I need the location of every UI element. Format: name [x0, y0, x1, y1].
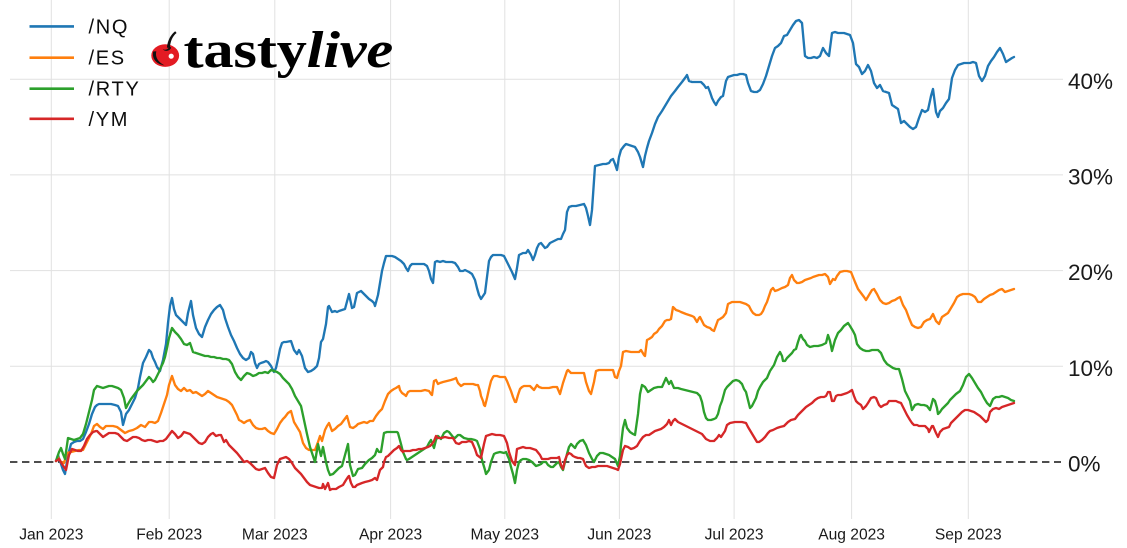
svg-text:Jun 2023: Jun 2023 [587, 527, 651, 544]
svg-text:30%: 30% [1068, 165, 1113, 190]
svg-text:tastylive: tastylive [184, 22, 394, 79]
svg-text:20%: 20% [1068, 260, 1113, 285]
svg-text:Aug 2023: Aug 2023 [818, 527, 885, 544]
svg-text:May 2023: May 2023 [471, 527, 539, 544]
svg-text:Mar 2023: Mar 2023 [242, 527, 308, 544]
svg-text:10%: 10% [1068, 356, 1113, 381]
svg-text:/ES: /ES [89, 48, 126, 70]
svg-text:Jan 2023: Jan 2023 [19, 527, 83, 544]
svg-text:/RTY: /RTY [89, 79, 141, 101]
svg-text:Sep 2023: Sep 2023 [935, 527, 1002, 544]
svg-text:/NQ: /NQ [89, 16, 130, 38]
svg-text:/YM: /YM [89, 109, 130, 131]
svg-text:40%: 40% [1068, 69, 1113, 94]
svg-text:Apr 2023: Apr 2023 [359, 527, 422, 544]
svg-text:0%: 0% [1068, 452, 1101, 477]
svg-text:Jul 2023: Jul 2023 [705, 527, 764, 544]
svg-text:Feb 2023: Feb 2023 [136, 527, 202, 544]
